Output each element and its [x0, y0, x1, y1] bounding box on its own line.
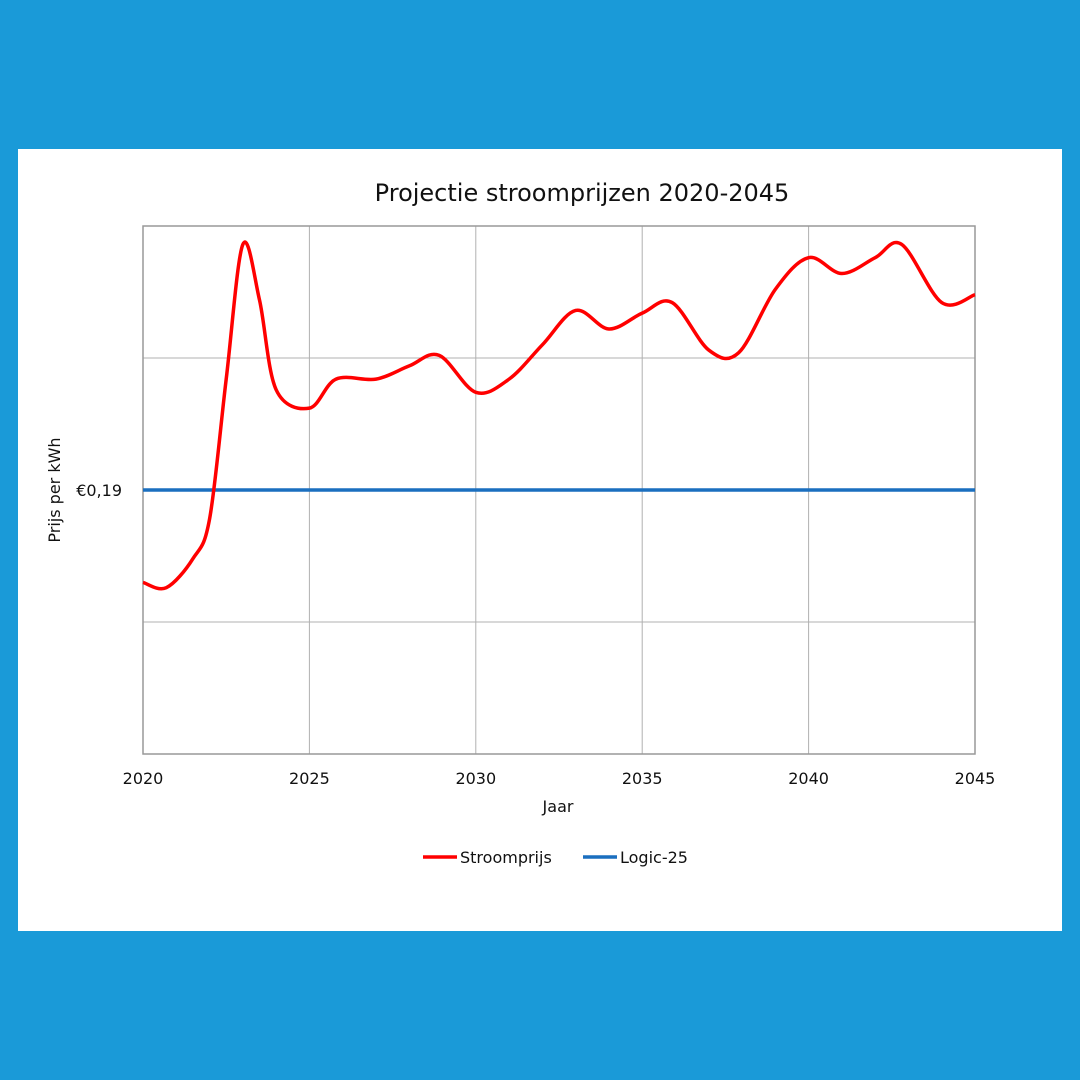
legend: Stroomprijs Logic-25	[423, 848, 688, 867]
x-tick-label: 2045	[955, 769, 996, 788]
x-tick-label: 2020	[123, 769, 164, 788]
x-axis-label: Jaar	[542, 797, 574, 816]
series-line-stroomprijs	[142, 240, 976, 591]
x-tick-label: 2035	[622, 769, 663, 788]
x-tick-label: 2030	[455, 769, 496, 788]
legend-label: Stroomprijs	[460, 848, 552, 867]
chart-card: Projectie stroomprijzen 2020-2045 2020 20…	[18, 149, 1062, 931]
y-tick-label: €0,19	[76, 481, 122, 500]
legend-label: Logic-25	[620, 848, 688, 867]
chart-title: Projectie stroomprijzen 2020-2045	[375, 179, 790, 207]
y-axis-label: Prijs per kWh	[45, 437, 64, 542]
x-tick-label: 2025	[289, 769, 330, 788]
x-tick-label: 2040	[788, 769, 829, 788]
line-chart: Projectie stroomprijzen 2020-2045 2020 20…	[45, 179, 996, 867]
